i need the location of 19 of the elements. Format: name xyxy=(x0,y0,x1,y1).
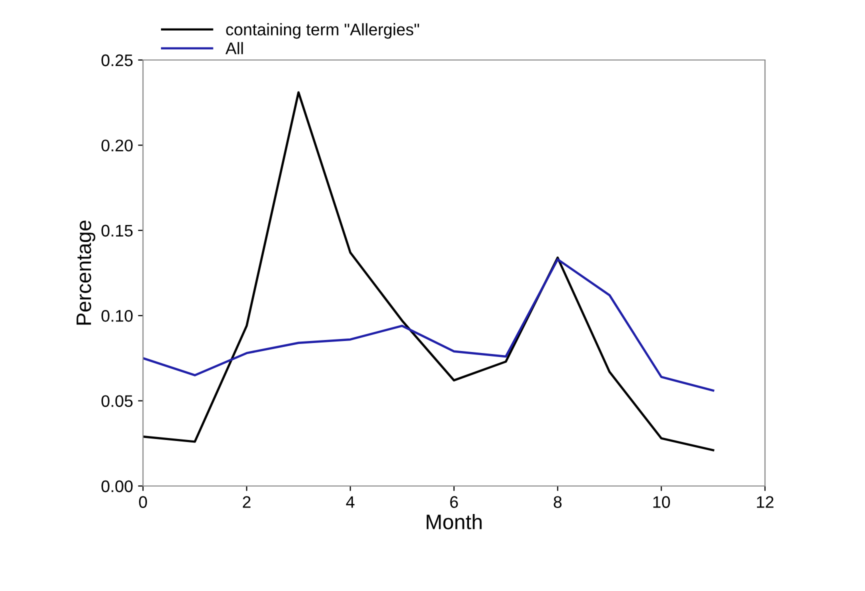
y-tick-label: 0.05 xyxy=(101,395,133,408)
x-tick-label: 2 xyxy=(242,496,250,508)
x-tick-label: 4 xyxy=(346,496,354,508)
line-series xyxy=(143,91,714,452)
line-series xyxy=(143,258,714,392)
x-tick-label: 10 xyxy=(653,496,670,508)
x-tick-label: 6 xyxy=(450,496,458,508)
y-tick-label: 0.10 xyxy=(101,310,133,322)
x-tick-label: 8 xyxy=(554,496,562,508)
x-tick-label: 0 xyxy=(139,496,147,508)
x-tick-label: 12 xyxy=(757,496,774,508)
y-tick-label: 0.00 xyxy=(101,480,133,492)
y-tick-label: 0.25 xyxy=(101,54,133,66)
y-tick-label: 0.20 xyxy=(101,140,133,152)
x-axis-title: Month xyxy=(426,514,482,530)
legend-label: containing term "Allergies" xyxy=(226,23,420,39)
y-axis-title: Percentage xyxy=(76,220,96,325)
y-tick-label: 0.15 xyxy=(101,224,133,237)
legend-label: All xyxy=(225,42,243,54)
